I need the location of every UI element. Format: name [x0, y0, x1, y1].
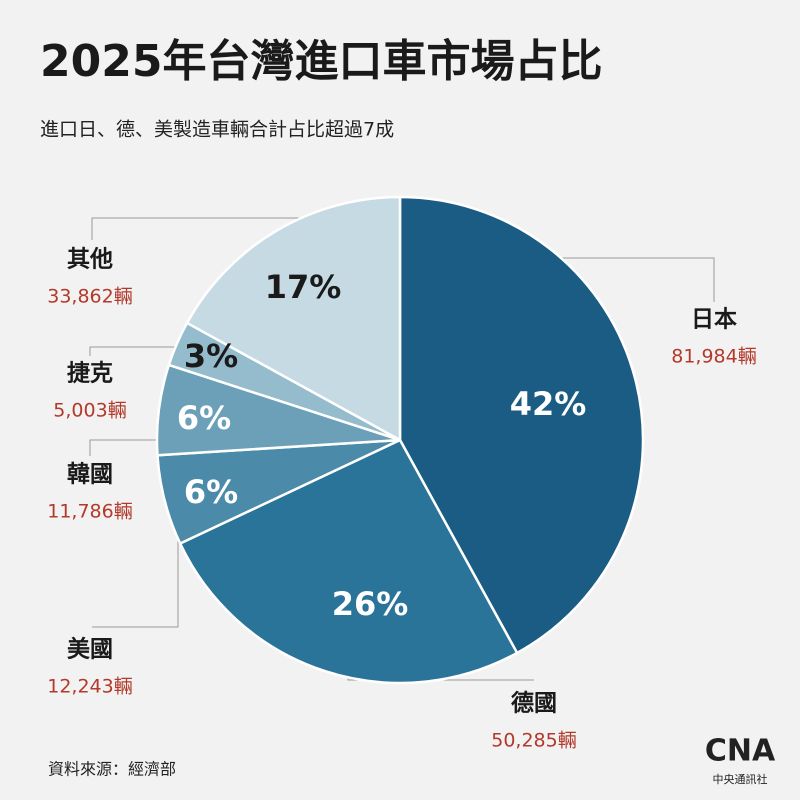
slice-percent-label: 26%: [332, 585, 409, 623]
leader-line: [91, 217, 342, 240]
slice-percent-label: 6%: [184, 473, 238, 511]
count-label: 81,984輛: [671, 346, 756, 368]
count-label: 12,243輛: [47, 676, 132, 698]
chart-subtitle: 進口日、德、美製造車輛合計占比超過7成: [40, 119, 394, 141]
leader-line: [89, 439, 160, 456]
chart-title: 2025年台灣進口車市場占比: [40, 36, 602, 87]
leader-line: [89, 346, 185, 356]
logo: CNA: [705, 734, 776, 769]
slice-percent-label: 42%: [510, 385, 587, 423]
source: 資料來源：經濟部: [48, 760, 176, 779]
slice-percent-label: 17%: [265, 268, 342, 306]
count-label: 33,862輛: [47, 286, 132, 308]
slice-percent-label: 3%: [184, 337, 238, 375]
logo-caption: 中央通訊社: [713, 772, 768, 786]
category-label: 捷克: [67, 360, 113, 387]
category-label: 其他: [67, 247, 113, 273]
pie-slice: [398, 195, 645, 655]
pie-slice: [185, 195, 402, 443]
leader-line: [512, 257, 715, 302]
category-label: 德國: [511, 690, 557, 717]
pie-slice: [178, 438, 519, 685]
count-label: 11,786輛: [47, 501, 132, 523]
count-label: 5,003輛: [53, 400, 126, 422]
category-label: 美國: [67, 636, 113, 663]
count-label: 50,285輛: [491, 730, 576, 752]
category-label: 韓國: [67, 461, 113, 488]
slice-percent-label: 6%: [177, 399, 231, 437]
leader-line: [92, 510, 179, 628]
category-label: 日本: [691, 307, 737, 333]
